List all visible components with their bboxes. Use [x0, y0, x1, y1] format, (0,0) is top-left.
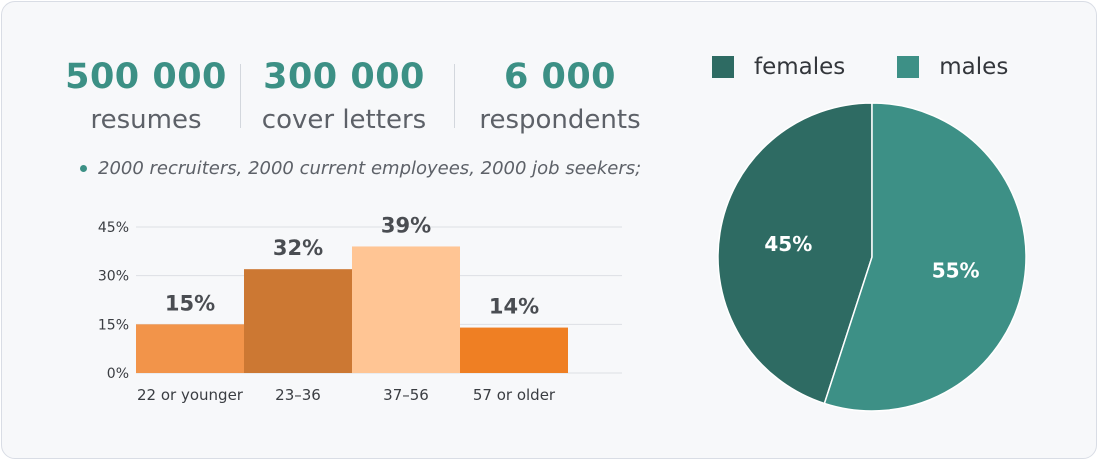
legend-label-females: females: [754, 54, 846, 80]
stat-value: 500 000: [65, 57, 227, 97]
stat-label: respondents: [479, 105, 641, 135]
bar: [352, 246, 460, 373]
bar-value-label: 39%: [381, 213, 431, 237]
stat-cover-letters: 300 000 cover letters: [244, 56, 444, 140]
pie-legend: females males: [712, 54, 1060, 80]
legend-item-females: females: [712, 54, 845, 80]
pie-slice-label: 55%: [932, 258, 980, 282]
bar-value-label: 32%: [273, 236, 323, 260]
stat-label: cover letters: [261, 105, 427, 135]
legend-swatch-males: [897, 56, 920, 78]
age-bar-chart: 0% 15% 30% 45% 15% 22 or younger 32% 23–36 39% 37…: [98, 213, 622, 404]
stat-label: resumes: [90, 105, 202, 135]
bar: [244, 269, 352, 373]
x-category-label: 57 or older: [473, 386, 556, 404]
pie-slice-label: 45%: [764, 232, 812, 256]
bar-value-label: 15%: [165, 291, 215, 315]
stat-value: 300 000: [263, 57, 425, 97]
gender-pie-chart: 45% 55%: [717, 102, 1027, 412]
respondents-note: 2000 recruiters, 2000 current employees,…: [80, 158, 641, 179]
legend-label-males: males: [939, 54, 1009, 80]
bullet-icon: [80, 165, 87, 172]
bar: [460, 327, 568, 373]
x-category-label: 37–56: [383, 386, 429, 404]
y-tick-label: 15%: [98, 317, 129, 333]
x-category-label: 23–36: [275, 386, 321, 404]
legend-swatch-females: [712, 56, 734, 78]
stat-divider: [240, 64, 241, 128]
stat-resumes: 500 000 resumes: [46, 56, 246, 140]
stats-row: 500 000 resumes 300 000 cover letters 6 …: [62, 56, 662, 146]
bar-value-label: 14%: [489, 295, 539, 319]
x-category-label: 22 or younger: [137, 386, 244, 404]
pie-slice-females: [717, 102, 873, 405]
legend-item-males: males: [897, 54, 1008, 80]
pie-slice-males: [823, 102, 1027, 412]
y-tick-label: 30%: [98, 269, 129, 285]
stat-respondents: 6 000 respondents: [460, 56, 660, 140]
note-text: 2000 recruiters, 2000 current employees,…: [98, 158, 642, 179]
y-tick-label: 0%: [107, 366, 129, 382]
stat-value: 6 000: [503, 57, 617, 97]
bar: [136, 324, 244, 373]
stat-divider: [454, 64, 455, 128]
y-tick-label: 45%: [98, 220, 129, 236]
